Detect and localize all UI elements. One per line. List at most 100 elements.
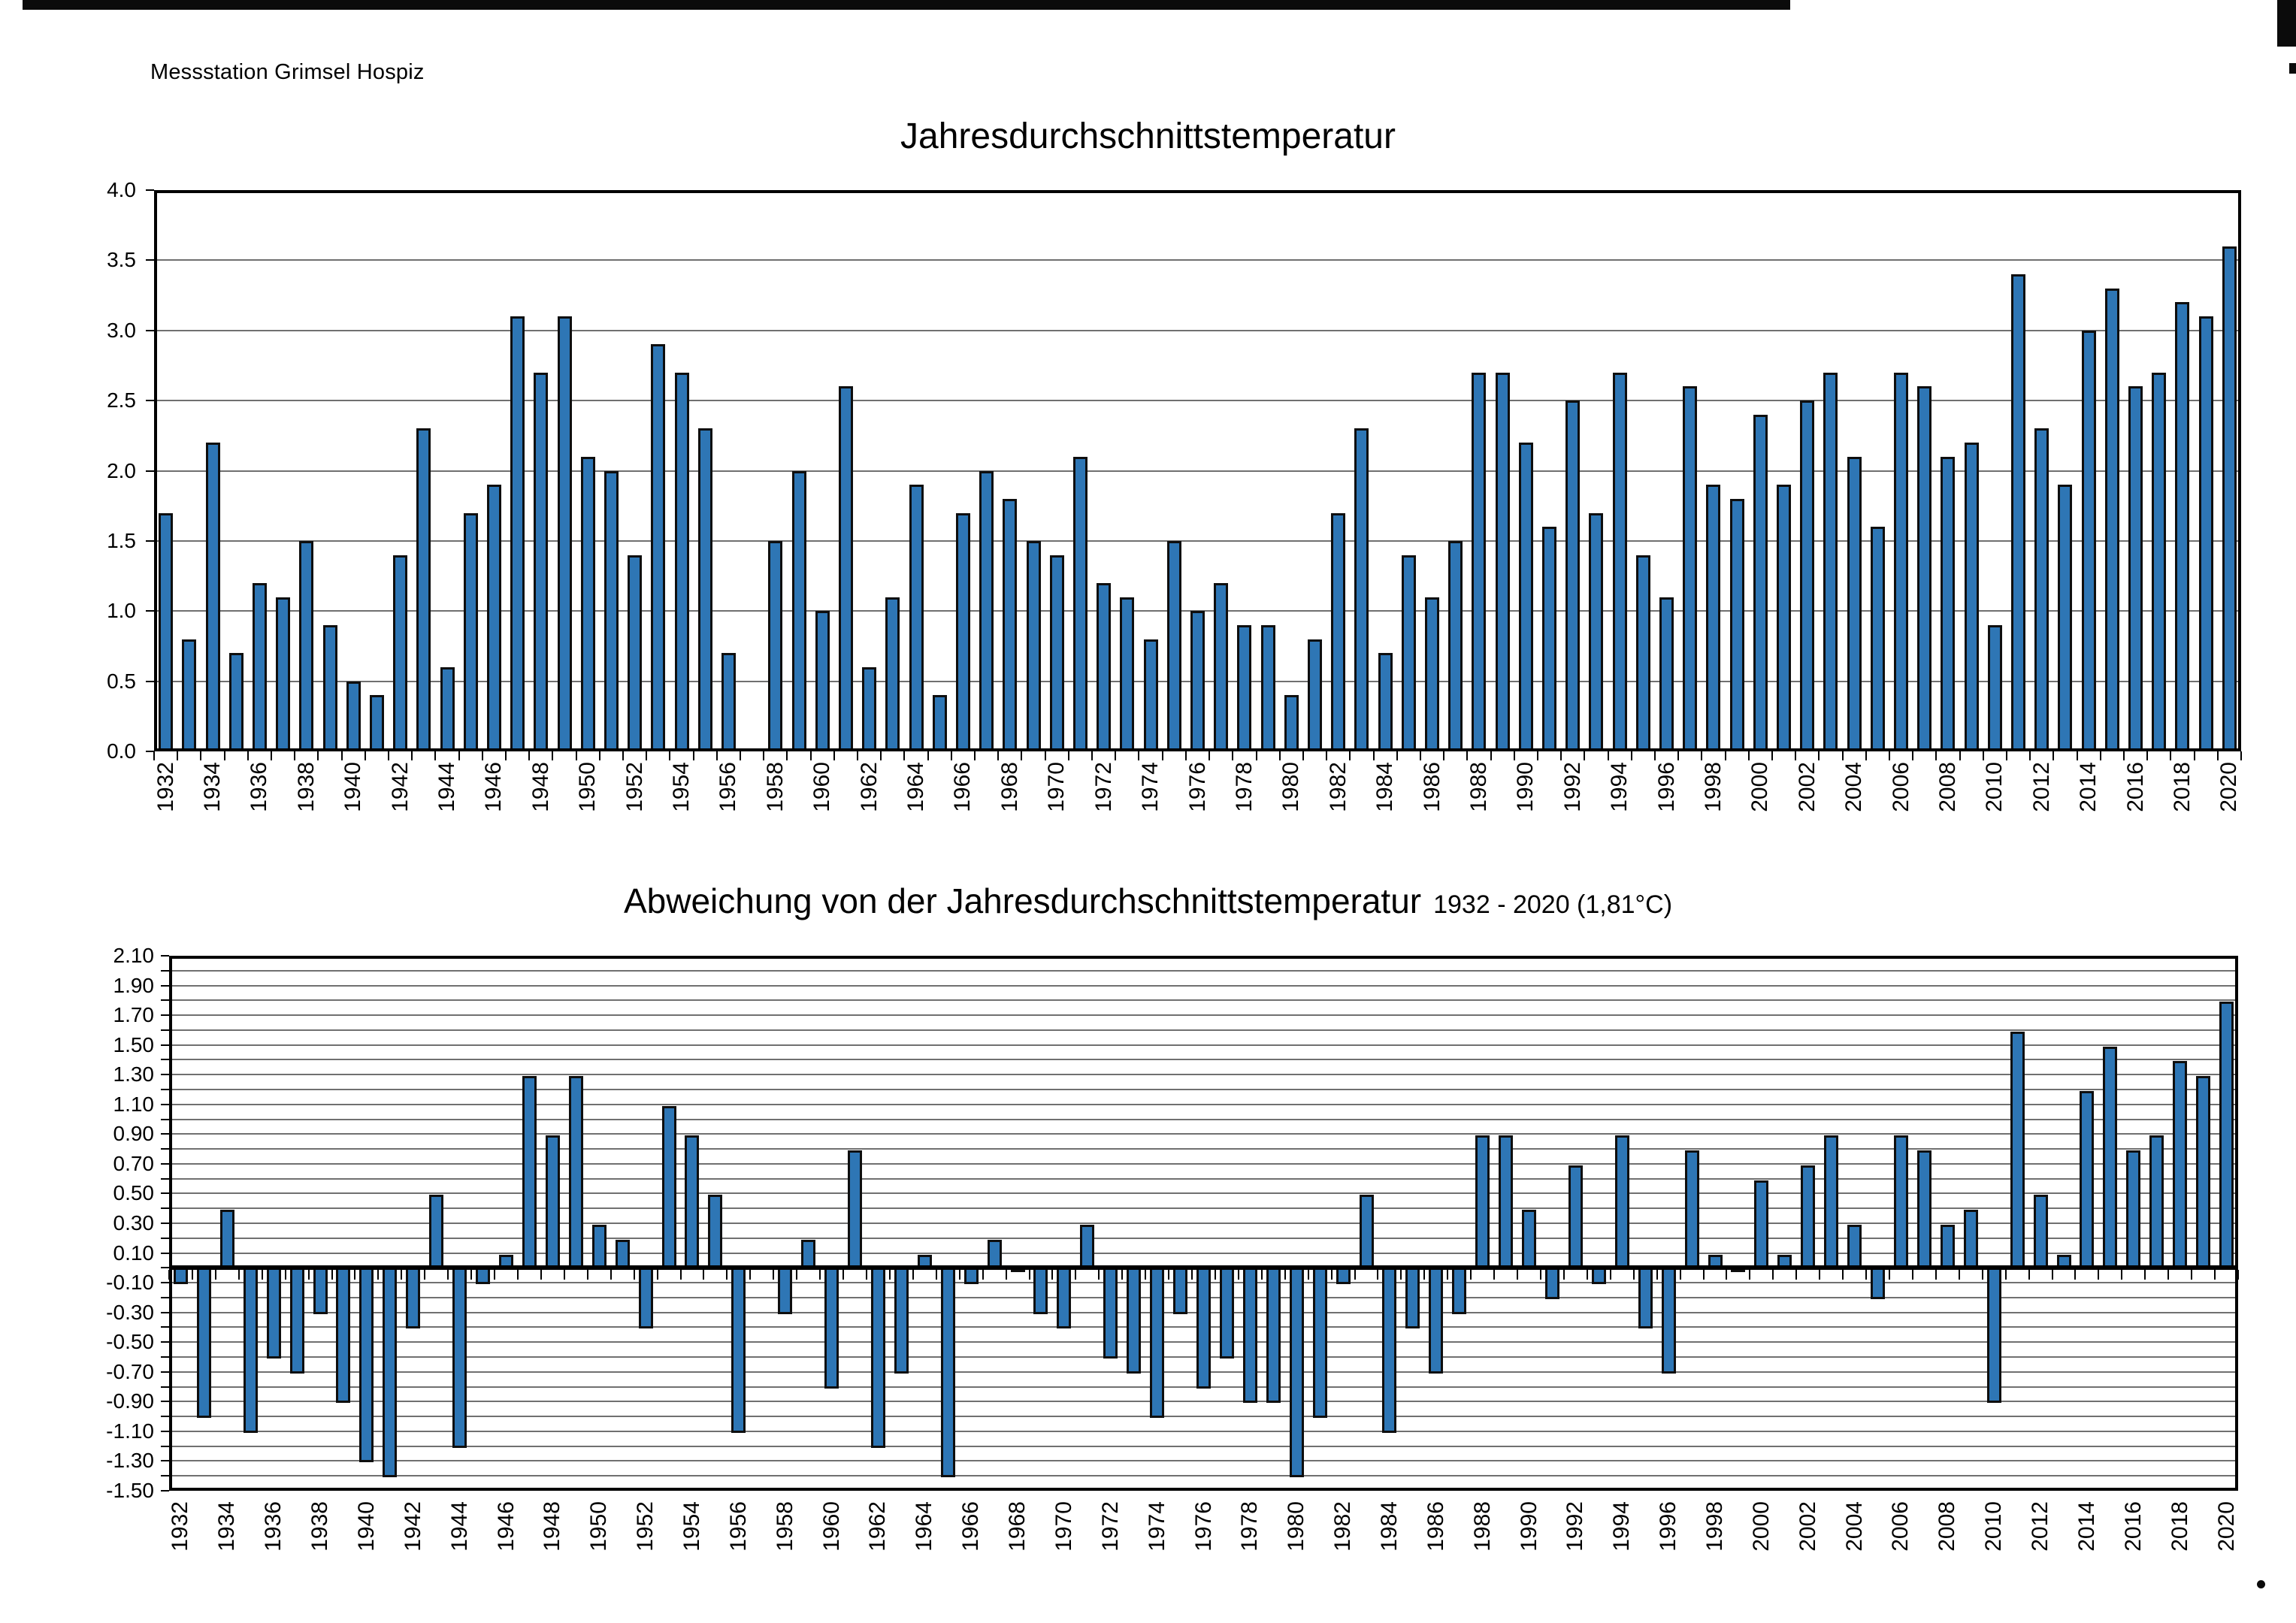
chart1-title: Jahresdurchschnittstemperatur (900, 116, 1396, 156)
x-axis-tick (1609, 1270, 1611, 1280)
x-axis-tick (1818, 751, 1820, 760)
x-axis-tick (1051, 1270, 1054, 1280)
y-axis-tick (161, 1460, 169, 1462)
x-axis-tick (563, 1270, 565, 1280)
x-tick-label: 1972 (1097, 1501, 1123, 1552)
y-axis-tick (146, 329, 154, 331)
y-axis-tick (161, 1237, 169, 1239)
scan-artifact-edge (2289, 63, 2296, 74)
x-tick-label: 1962 (865, 1501, 891, 1552)
x-axis-tick (1724, 751, 1726, 760)
scan-artifact-dot (2257, 1580, 2265, 1588)
x-axis-tick (2193, 751, 2195, 760)
x-axis-tick (528, 751, 531, 760)
x-axis-tick (1772, 1270, 1774, 1280)
plot-border (169, 956, 2238, 1491)
gridline (154, 400, 2241, 402)
gridline (169, 999, 2238, 1002)
x-axis-tick (1115, 751, 1117, 760)
y-tick-label: 1.5 (107, 528, 136, 552)
x-axis-tick (2122, 751, 2125, 760)
x-tick-label: 1950 (575, 762, 600, 812)
x-axis-tick (1912, 751, 1914, 760)
x-axis-tick (458, 751, 460, 760)
x-axis-tick (1470, 1270, 1472, 1280)
x-axis-tick (715, 751, 718, 760)
x-axis-tick (552, 751, 554, 760)
x-axis-tick (763, 751, 765, 760)
y-axis-tick (161, 1386, 169, 1388)
x-axis-tick (997, 751, 1000, 760)
x-axis-tick (1653, 751, 1656, 760)
x-axis-tick (633, 1270, 635, 1280)
x-axis-tick (1349, 751, 1351, 760)
x-axis-tick (271, 751, 272, 760)
x-tick-label: 2018 (2169, 762, 2195, 812)
x-tick-label: 1976 (1190, 1501, 1216, 1552)
x-axis-tick (1607, 751, 1609, 760)
scan-artifact-top-strip (23, 0, 1790, 10)
y-tick-label: -0.30 (106, 1300, 154, 1324)
x-axis-tick (1307, 1270, 1309, 1280)
x-axis-tick (703, 1270, 705, 1280)
y-axis-tick (161, 1490, 169, 1492)
x-tick-label: 1944 (434, 762, 460, 812)
x-axis-tick (1161, 751, 1163, 760)
x-tick-label: 1994 (1607, 762, 1632, 812)
x-tick-label: 1948 (540, 1501, 565, 1552)
x-axis-tick (692, 751, 694, 760)
x-tick-label: 1934 (200, 762, 225, 812)
x-axis-tick (261, 1270, 263, 1280)
x-axis-tick (1584, 751, 1586, 760)
x-axis-tick (912, 1270, 914, 1280)
x-axis-tick (1493, 1270, 1496, 1280)
x-tick-label: 1980 (1278, 762, 1304, 812)
x-tick-label: 1988 (1466, 762, 1491, 812)
x-tick-label: 1960 (818, 1501, 844, 1552)
x-tick-label: 2008 (1935, 762, 1960, 812)
x-axis-tick (1888, 751, 1890, 760)
x-axis-tick (191, 1270, 193, 1280)
x-tick-label: 1982 (1330, 1501, 1356, 1552)
x-axis-tick (2028, 1270, 2030, 1280)
gridline (169, 1207, 2238, 1210)
x-axis-tick (1168, 1270, 1170, 1280)
x-axis-tick (470, 1270, 473, 1280)
y-axis-tick (146, 680, 154, 682)
x-tick-label: 1946 (493, 1501, 519, 1552)
x-axis-tick (950, 751, 952, 760)
x-axis-tick (2167, 1270, 2170, 1280)
x-axis-tick (1656, 1270, 1658, 1280)
x-axis-tick (1935, 1270, 1937, 1280)
x-axis-tick (540, 1270, 542, 1280)
x-axis-tick (1958, 1270, 1960, 1280)
x-axis-tick (656, 1270, 658, 1280)
x-axis-tick (2121, 1270, 2123, 1280)
x-tick-label: 1980 (1284, 1501, 1309, 1552)
x-axis-tick (1726, 1270, 1728, 1280)
x-axis-tick (726, 1270, 728, 1280)
y-axis-tick (161, 1192, 169, 1195)
x-axis-tick (598, 751, 600, 760)
x-axis-tick (1354, 1270, 1356, 1280)
x-tick-label: 1990 (1513, 762, 1538, 812)
x-axis-tick (388, 751, 390, 760)
x-axis-tick (1632, 1270, 1635, 1280)
x-axis-tick (1044, 751, 1046, 760)
y-axis-tick (161, 1089, 169, 1090)
gridline (154, 329, 2241, 331)
x-tick-label: 1966 (950, 762, 976, 812)
x-axis-tick (1513, 751, 1515, 760)
x-tick-label: 1938 (293, 762, 319, 812)
x-axis-tick (516, 1270, 519, 1280)
x-tick-label: 1948 (528, 762, 553, 812)
x-axis-tick (857, 751, 859, 760)
x-axis-tick (880, 751, 882, 760)
x-axis-tick (1677, 751, 1680, 760)
x-axis-tick (927, 751, 929, 760)
x-tick-label: 1972 (1091, 762, 1116, 812)
x-axis-tick (1702, 1270, 1705, 1280)
gridline (169, 1177, 2238, 1180)
y-axis-tick (161, 1416, 169, 1418)
y-axis-tick (161, 1341, 169, 1343)
